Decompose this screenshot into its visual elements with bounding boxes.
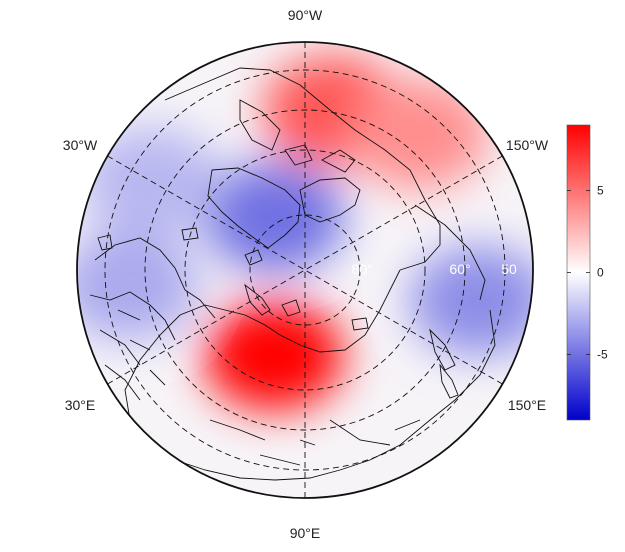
coastlines xyxy=(89,67,496,481)
lat-circle-80 xyxy=(249,214,361,326)
lat-circle-50 xyxy=(104,69,506,471)
siberia-coast xyxy=(204,269,401,353)
lon-label-lower-right: 150°E xyxy=(508,397,546,413)
north-america-coast xyxy=(164,67,441,271)
hudson-bay xyxy=(239,99,281,151)
latitude-labels: 80° 60° 50 xyxy=(351,261,517,277)
map-disk xyxy=(76,41,534,499)
anomaly-blob-0 xyxy=(203,300,344,411)
colorbar-tick-label-2: -5 xyxy=(597,347,608,361)
meridian-30e-150w xyxy=(107,155,503,385)
graticule xyxy=(104,42,506,498)
meridian-30w-150e xyxy=(107,155,503,385)
iceland xyxy=(181,227,199,241)
eurasia-interior xyxy=(124,304,496,481)
anomaly-blob-4 xyxy=(409,245,533,356)
lon-label-upper-right: 150°W xyxy=(506,137,549,153)
lat-label-80: 80° xyxy=(351,261,372,277)
new-siberian-islands xyxy=(351,317,369,331)
lon-label-upper-left: 30°W xyxy=(63,137,98,153)
colorbar-tick-label-0: 5 xyxy=(597,184,604,198)
colorbar-tick-label-1: 0 xyxy=(597,266,604,280)
lat-label-50: 50 xyxy=(501,261,517,277)
anomaly-field xyxy=(77,55,533,411)
japan xyxy=(439,363,459,399)
svalbard xyxy=(244,249,263,266)
map-boundary xyxy=(76,41,534,499)
severnaya-zemlya xyxy=(281,299,301,317)
lon-label-top: 90°W xyxy=(288,7,323,23)
anomaly-blob-5 xyxy=(77,230,199,341)
european-borders xyxy=(89,291,176,401)
colorbar: 5 0 -5 xyxy=(566,124,608,421)
novaya-zemlya xyxy=(244,283,271,316)
asia-borders xyxy=(209,419,421,466)
lat-circle-70 xyxy=(184,149,426,391)
colorbar-ticks: 5 0 -5 xyxy=(567,184,608,361)
lat-circle-60 xyxy=(144,109,466,431)
anomaly-blob-3 xyxy=(204,162,345,273)
lat-label-60: 60° xyxy=(449,261,470,277)
longitude-labels: 90°W 90°E 30°W 150°W 30°E 150°E xyxy=(63,7,549,541)
lon-label-lower-left: 30°E xyxy=(65,397,96,413)
kamchatka xyxy=(429,328,456,371)
scandinavia-coast xyxy=(94,237,216,319)
anomaly-blob-2 xyxy=(349,79,489,190)
greenland-coast xyxy=(207,167,301,249)
lon-label-bottom: 90°E xyxy=(290,525,321,541)
alaska-coast xyxy=(414,204,486,301)
british-isles xyxy=(97,234,113,251)
